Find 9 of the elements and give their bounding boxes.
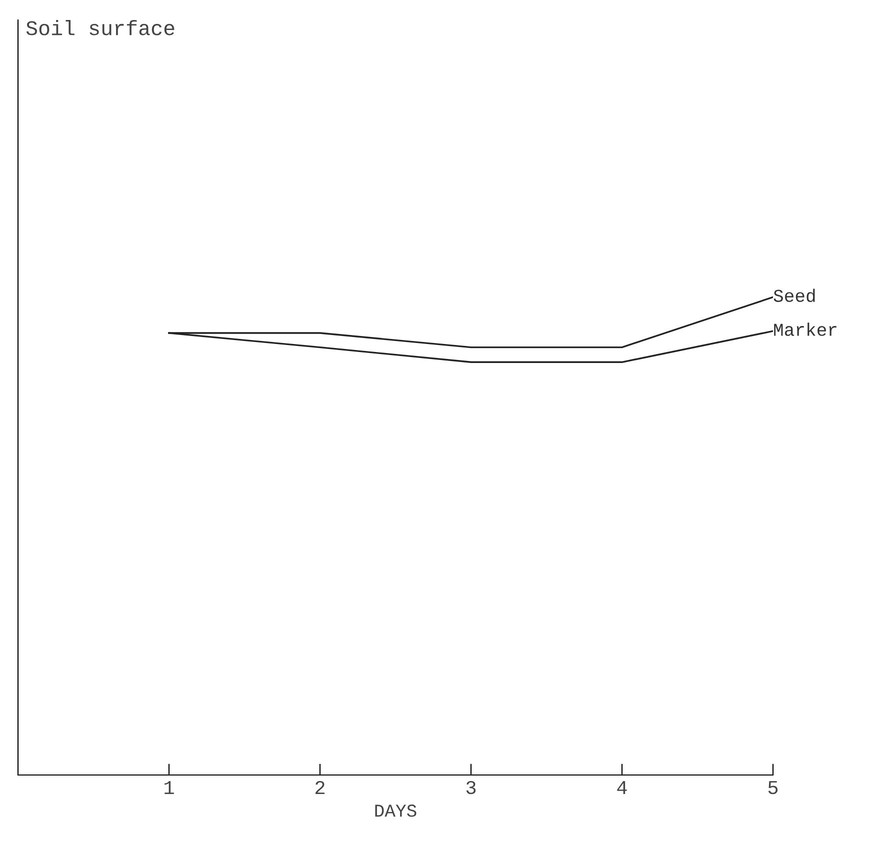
x-tick-label: 4 bbox=[617, 781, 627, 794]
x-tick-label: 2 bbox=[316, 780, 324, 794]
series-label: Marker bbox=[774, 322, 836, 336]
series-label: Seed bbox=[774, 288, 815, 302]
x-tick-label: 1 bbox=[164, 781, 174, 794]
x-axis-title: DAYS bbox=[375, 804, 416, 817]
text: Soil surface bbox=[26, 20, 174, 36]
x-tick-label: 3 bbox=[466, 780, 476, 794]
x-tick-label: 5 bbox=[768, 781, 778, 794]
